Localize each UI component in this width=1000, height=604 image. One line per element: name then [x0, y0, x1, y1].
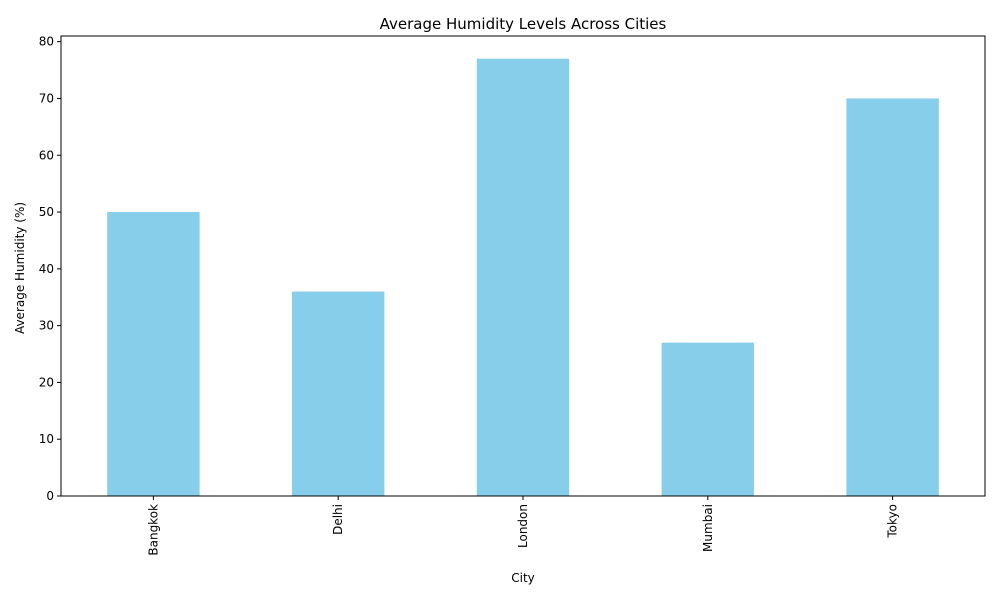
y-axis-label: Average Humidity (%) [13, 202, 27, 334]
bar-bangkok [107, 212, 200, 496]
chart-title: Average Humidity Levels Across Cities [380, 15, 667, 33]
bar-london [476, 58, 570, 496]
y-tick-label-60: 60 [39, 148, 54, 162]
y-tick-label-30: 30 [39, 319, 54, 333]
x-tick-label-mumbai: Mumbai [701, 504, 715, 552]
y-tick-label-80: 80 [39, 35, 54, 49]
y-tick-label-20: 20 [39, 375, 54, 389]
bar-mumbai [661, 342, 754, 496]
x-tick-label-tokyo: Tokyo [886, 504, 900, 539]
y-axis: 0 10 20 30 40 50 60 70 80 [39, 35, 61, 503]
y-tick-label-10: 10 [39, 432, 54, 446]
x-tick-label-london: London [516, 504, 530, 548]
x-axis: Bangkok Delhi London Mumbai Tokyo [146, 496, 900, 556]
y-tick-label-50: 50 [39, 205, 54, 219]
bar-tokyo [846, 98, 939, 496]
x-axis-label: City [511, 571, 535, 585]
plot-area [60, 35, 986, 497]
x-tick-label-bangkok: Bangkok [146, 504, 160, 556]
y-tick-label-70: 70 [39, 91, 54, 105]
x-tick-label-delhi: Delhi [331, 504, 345, 535]
bar-delhi [292, 291, 385, 496]
y-tick-label-0: 0 [46, 489, 54, 503]
y-tick-label-40: 40 [39, 262, 54, 276]
